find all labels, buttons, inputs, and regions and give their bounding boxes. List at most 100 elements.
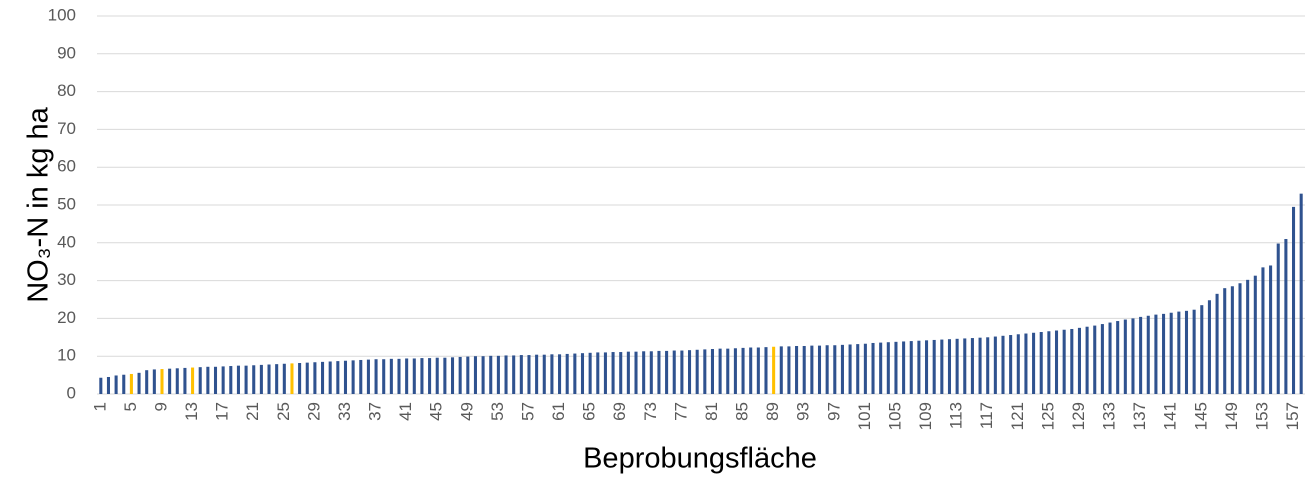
x-tick-label: 149 — [1222, 402, 1241, 430]
bar — [749, 347, 753, 394]
bar — [741, 347, 745, 394]
bar — [1139, 316, 1143, 394]
bar — [925, 340, 929, 394]
bar — [940, 339, 944, 394]
bar — [321, 361, 325, 394]
bar — [183, 367, 187, 394]
bar — [764, 347, 768, 394]
bar — [657, 350, 661, 394]
x-tick-label: 145 — [1191, 402, 1210, 430]
bar — [856, 344, 860, 394]
bar — [833, 345, 837, 394]
y-tick-label: 50 — [57, 194, 76, 213]
bar — [1299, 193, 1303, 394]
bar — [1108, 322, 1112, 394]
bar — [519, 355, 523, 394]
x-tick-label: 29 — [304, 402, 323, 421]
x-tick-label: 97 — [824, 402, 843, 421]
bar — [879, 342, 883, 394]
bar — [389, 358, 393, 394]
bar — [305, 362, 309, 394]
bar — [1253, 275, 1257, 394]
bar — [1162, 313, 1166, 394]
bar — [1238, 283, 1242, 394]
bar — [244, 365, 248, 394]
bar — [428, 358, 432, 394]
bar — [1146, 315, 1150, 394]
bar — [489, 355, 493, 394]
bar — [137, 372, 141, 394]
x-tick-label: 129 — [1069, 402, 1088, 430]
bar — [351, 360, 355, 394]
x-tick-label: 21 — [243, 402, 262, 421]
bar — [275, 364, 279, 394]
bar — [772, 346, 776, 394]
bar — [970, 338, 974, 394]
bar — [1009, 335, 1013, 394]
bar — [213, 366, 218, 394]
bar — [458, 356, 462, 394]
x-tick-label: 81 — [702, 402, 721, 421]
bar — [573, 353, 577, 394]
bar — [634, 351, 638, 394]
bar — [1246, 279, 1250, 394]
bar — [336, 361, 340, 394]
bar — [1269, 265, 1273, 394]
x-tick-label: 5 — [121, 402, 140, 411]
bar — [366, 359, 370, 394]
bar — [695, 349, 699, 394]
bar — [863, 343, 867, 394]
bar — [1001, 335, 1005, 394]
x-tick-label: 69 — [610, 402, 629, 421]
bar — [588, 352, 592, 394]
bar — [290, 363, 294, 394]
x-tick-label: 125 — [1038, 402, 1057, 430]
y-tick-label: 80 — [57, 81, 76, 100]
x-tick-label: 121 — [1008, 402, 1027, 430]
bar — [1169, 312, 1173, 394]
bar — [206, 366, 210, 394]
bar — [1116, 321, 1120, 394]
bar — [596, 352, 600, 394]
bar — [496, 355, 500, 394]
bar — [1070, 328, 1074, 394]
bar — [1054, 330, 1059, 394]
bar — [902, 341, 906, 394]
bar — [733, 348, 737, 394]
bar — [359, 359, 363, 394]
bar — [558, 354, 562, 394]
bar — [1016, 334, 1020, 394]
bar — [99, 377, 103, 394]
y-tick-label: 90 — [57, 43, 76, 62]
bar — [917, 340, 921, 394]
bar — [710, 349, 714, 394]
bar — [168, 368, 172, 394]
bar — [1154, 314, 1158, 394]
bar — [397, 358, 401, 394]
x-tick-label: 49 — [457, 402, 476, 421]
bar — [986, 337, 990, 394]
bar — [405, 358, 409, 394]
bar — [259, 364, 263, 394]
bar — [466, 356, 470, 394]
bar — [680, 350, 684, 394]
bar — [718, 348, 722, 394]
bar — [1184, 310, 1189, 394]
x-tick-label: 61 — [549, 402, 568, 421]
y-axis-label: NO₃-N in kg ha — [23, 106, 55, 302]
x-tick-label: 113 — [947, 402, 966, 429]
bar — [1261, 267, 1265, 394]
bar — [527, 355, 531, 394]
bar — [1100, 324, 1104, 394]
bar — [512, 355, 516, 394]
bar — [1276, 243, 1280, 394]
bar — [191, 367, 195, 394]
bar — [420, 358, 424, 394]
bar — [611, 352, 615, 394]
bar — [947, 339, 952, 394]
bar — [1223, 288, 1227, 394]
bar — [1024, 333, 1028, 394]
bar — [1215, 293, 1219, 394]
